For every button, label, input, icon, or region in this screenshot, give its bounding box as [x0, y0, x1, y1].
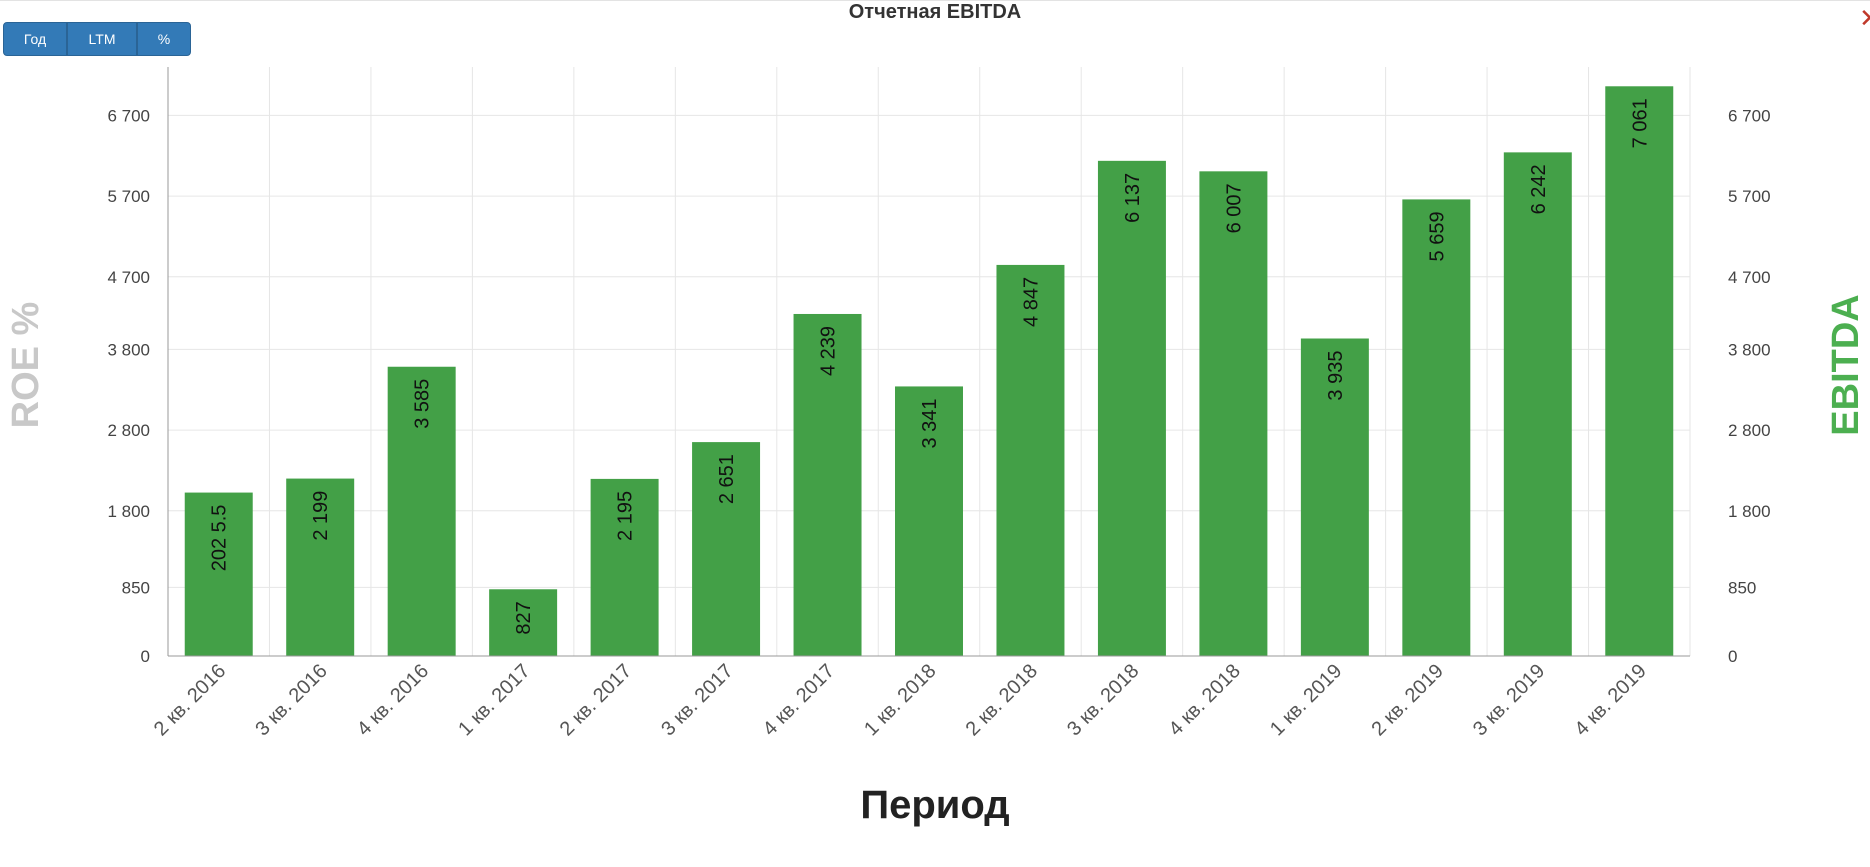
x-tick-label: 2 кв. 2019 [1367, 660, 1447, 740]
x-tick-label: 4 кв. 2019 [1570, 660, 1650, 740]
bar-value-label: 7 061 [1629, 98, 1651, 148]
bar [895, 386, 963, 656]
bar-value-label: 6 007 [1223, 183, 1245, 233]
bar-value-label: 3 935 [1325, 351, 1347, 401]
y-axis-title-right: EBITDA [1825, 294, 1867, 435]
x-tick-label: 4 кв. 2018 [1165, 660, 1245, 740]
x-tick-label: 3 кв. 2016 [251, 660, 331, 740]
y-tick-label-right: 2 800 [1728, 421, 1771, 440]
x-tick-label: 3 кв. 2019 [1469, 660, 1549, 740]
y-tick-label-left: 2 800 [107, 421, 150, 440]
bar [692, 442, 761, 656]
y-tick-label-right: 6 700 [1728, 106, 1771, 125]
x-axis-title: Период [860, 783, 1009, 827]
bar [286, 478, 355, 656]
x-tick-label: 3 кв. 2018 [1063, 660, 1143, 740]
x-tick-label: 4 кв. 2017 [759, 660, 839, 740]
bar-value-label: 2 651 [716, 454, 738, 504]
bar [590, 478, 659, 656]
bar [1199, 171, 1268, 656]
close-icon[interactable]: ✕ [1859, 3, 1870, 33]
bar [793, 313, 862, 656]
bar [1503, 152, 1572, 656]
bar-value-label: 2 199 [310, 491, 332, 541]
bar-value-label: 202 5.5 [209, 505, 231, 572]
top-border [0, 0, 1870, 1]
y-axis-title-left: ROE % [5, 302, 47, 429]
x-tick-label: 1 кв. 2019 [1266, 660, 1346, 740]
bar-value-label: 6 137 [1122, 173, 1144, 223]
y-tick-label-right: 1 800 [1728, 502, 1771, 521]
period-toolbar: Год LTM % [3, 22, 191, 56]
y-tick-label-right: 850 [1728, 578, 1756, 597]
y-tick-label-right: 0 [1728, 647, 1737, 666]
x-tick-label: 3 кв. 2017 [657, 660, 737, 740]
bar [1605, 86, 1674, 657]
bar [184, 492, 253, 656]
bar-value-label: 3 341 [919, 398, 941, 448]
bar-value-label: 5 659 [1426, 211, 1448, 261]
bar [387, 366, 456, 656]
bar [489, 589, 558, 656]
x-tick-label: 2 кв. 2018 [962, 660, 1042, 740]
y-tick-label-left: 4 700 [107, 268, 150, 287]
y-tick-label-left: 1 800 [107, 502, 150, 521]
ltm-button[interactable]: LTM [67, 22, 137, 56]
bar-value-label: 4 239 [818, 326, 840, 376]
y-tick-label-right: 3 800 [1728, 340, 1771, 359]
x-tick-label: 1 кв. 2018 [860, 660, 940, 740]
y-tick-label-left: 0 [141, 647, 150, 666]
bar-value-label: 827 [513, 601, 535, 634]
y-tick-label-left: 6 700 [107, 106, 150, 125]
y-tick-label-left: 850 [122, 578, 150, 597]
bar [1097, 160, 1166, 656]
bar-value-label: 6 242 [1528, 164, 1550, 214]
x-tick-label: 4 кв. 2016 [353, 660, 433, 740]
bar-value-label: 4 847 [1020, 277, 1042, 327]
x-tick-label: 2 кв. 2016 [150, 660, 230, 740]
year-button[interactable]: Год [3, 22, 67, 56]
x-tick-label: 2 кв. 2017 [556, 660, 636, 740]
x-tick-label: 1 кв. 2017 [454, 660, 534, 740]
y-tick-label-left: 5 700 [107, 187, 150, 206]
bar [1402, 199, 1471, 656]
y-tick-label-right: 4 700 [1728, 268, 1771, 287]
bar-value-label: 3 585 [412, 379, 434, 429]
bar-value-label: 2 195 [615, 491, 637, 541]
bar [1300, 338, 1369, 656]
bar [996, 264, 1065, 656]
chart-title: Отчетная EBITDA [848, 1, 1022, 23]
y-tick-label-right: 5 700 [1728, 187, 1771, 206]
y-tick-label-left: 3 800 [107, 340, 150, 359]
percent-button[interactable]: % [137, 22, 191, 56]
